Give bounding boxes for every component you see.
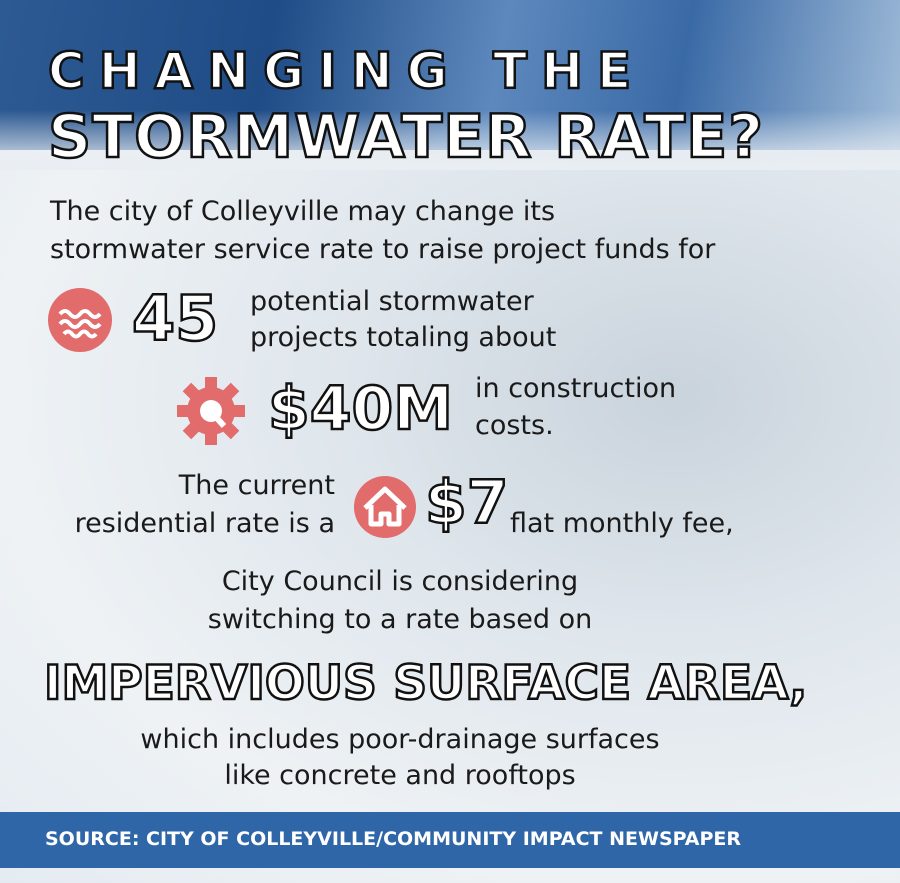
council-text: City Council is considering bbox=[221, 566, 579, 597]
closing-text: like concrete and rooftops bbox=[224, 760, 576, 791]
cost-text: in construction bbox=[475, 373, 677, 404]
highlight: IMPERVIOUS SURFACE AREA, bbox=[43, 655, 809, 713]
source: SOURCE: CITY OF COLLEYVILLE/COMMUNITY IM… bbox=[45, 828, 742, 850]
rate-text: The current bbox=[178, 470, 335, 501]
projects-text: potential stormwater bbox=[250, 286, 534, 317]
water-icon bbox=[48, 288, 112, 352]
cost-figure: $40M bbox=[267, 373, 454, 446]
title-line-1: CHANGING THE bbox=[47, 41, 646, 102]
cost-text: costs. bbox=[475, 410, 554, 441]
rate-figure: $7 bbox=[424, 467, 510, 540]
footer: SOURCE: CITY OF COLLEYVILLE/COMMUNITY IM… bbox=[0, 812, 900, 868]
projects-figure: 45 bbox=[131, 281, 220, 357]
council-text: switching to a rate based on bbox=[207, 604, 593, 635]
closing-text: which includes poor-drainage surfaces bbox=[140, 724, 660, 755]
rate-text: flat monthly fee, bbox=[510, 508, 734, 539]
rate-text: residential rate is a bbox=[74, 508, 335, 539]
house-icon bbox=[354, 476, 416, 538]
header-fade bbox=[0, 110, 900, 170]
title-line-2: STORMWATER RATE? bbox=[47, 101, 765, 174]
projects-text: projects totaling about bbox=[250, 322, 557, 353]
intro-line: stormwater service rate to raise project… bbox=[50, 234, 716, 265]
gear-icon bbox=[177, 377, 245, 445]
intro-line: The city of Colleyville may change its bbox=[50, 196, 556, 227]
